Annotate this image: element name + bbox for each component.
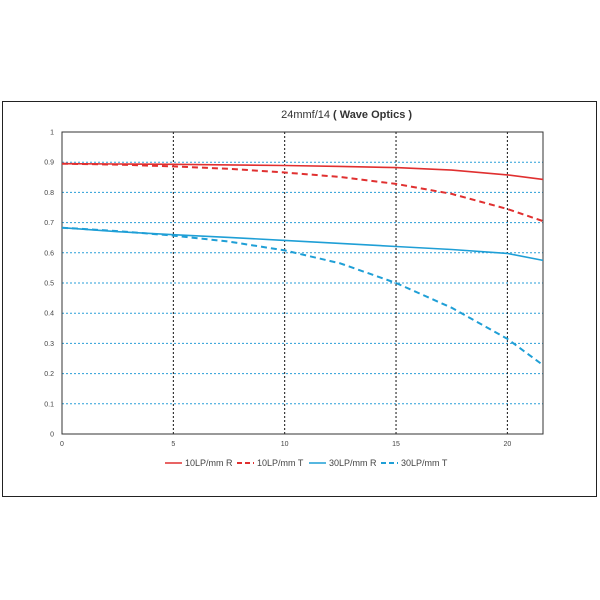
x-tick-label: 10 — [281, 441, 289, 448]
chart-subtitle: ( Wave Optics ) — [333, 109, 412, 121]
series-line — [61, 162, 544, 223]
legend: 10LP/mm R 10LP/mm T 30LP/mm R 30LP/mm T — [165, 458, 448, 468]
x-tick-label: 5 — [171, 441, 175, 448]
y-tick-label: 0.4 — [44, 311, 54, 318]
series-line — [61, 162, 544, 181]
y-tick-label: 1 — [50, 130, 54, 137]
y-tick-label: 0.3 — [44, 341, 54, 348]
chart-title: 24mmf/14 — [281, 109, 330, 121]
grid-layer — [62, 132, 543, 434]
legend-label: 10LP/mm R — [185, 458, 233, 468]
x-tick-label: 20 — [503, 441, 511, 448]
y-tick-label: 0.8 — [44, 190, 54, 197]
x-tick-label: 15 — [392, 441, 400, 448]
y-tick-label: 0.7 — [44, 220, 54, 227]
y-tick-label: 0.1 — [44, 401, 54, 408]
y-tick-label: 0.5 — [44, 281, 54, 288]
series-line — [61, 226, 544, 366]
axes-layer: 00.10.20.30.40.50.60.70.80.910 5 10 15 20 — [44, 130, 544, 448]
chart-frame — [2, 101, 597, 497]
legend-label: 10LP/mm T — [257, 458, 304, 468]
y-tick-label: 0 — [50, 432, 54, 439]
y-tick-label: 0.6 — [44, 250, 54, 257]
x-tick-label: 0 — [60, 441, 64, 448]
y-tick-label: 0.9 — [44, 160, 54, 167]
legend-label: 30LP/mm R — [329, 458, 377, 468]
legend-label: 30LP/mm T — [401, 458, 448, 468]
plot-border — [61, 131, 544, 435]
y-tick-label: 0.2 — [44, 371, 54, 378]
series-layer — [61, 162, 544, 366]
